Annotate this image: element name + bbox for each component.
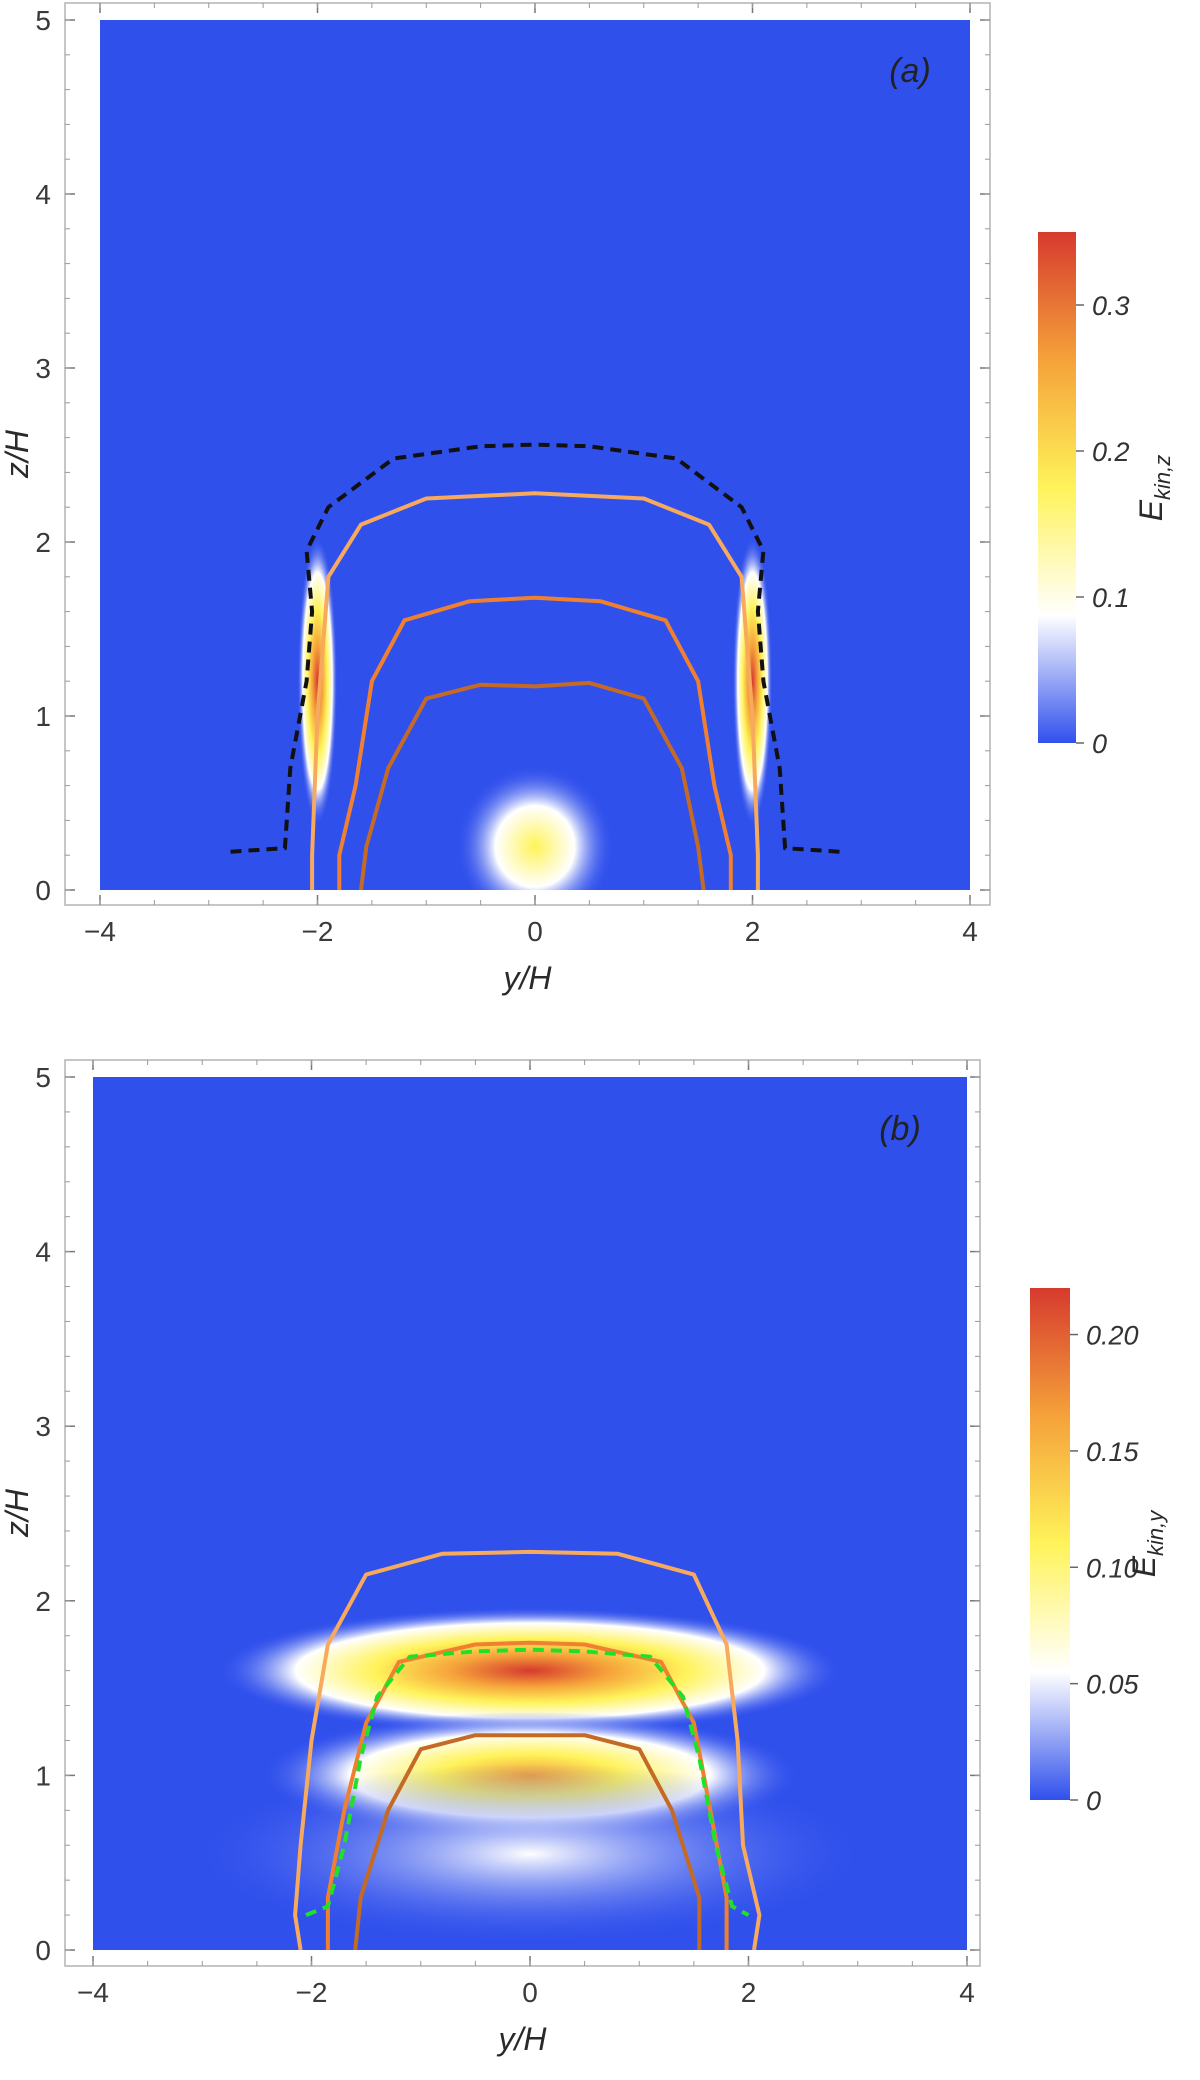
colorbar-title: Ekin,z <box>1133 455 1175 522</box>
heatmap-hotspot <box>732 536 773 826</box>
heatmap-hotspot <box>297 536 338 826</box>
heatmap-hotspot <box>455 765 615 890</box>
y-tick-label: 4 <box>35 179 51 210</box>
panel-a: −4 −2 0 2 4 0 1 2 3 4 5 y/H z/H (a) 0 0.1 0.2 0.3 Ekin,z <box>0 2 1175 996</box>
colorbar: 0 0.05 0.10 0.15 0.20 Ekin,y <box>1030 1288 1168 1816</box>
colorbar-gradient <box>1038 232 1076 743</box>
colorbar-tick-label: 0.20 <box>1086 1321 1139 1351</box>
y-tick-label: 4 <box>35 1237 51 1268</box>
y-tick-label: 1 <box>35 1760 51 1791</box>
colorbar: 0 0.1 0.2 0.3 Ekin,z <box>1038 232 1175 759</box>
heatmap-hotspot <box>217 1607 843 1735</box>
y-tick-label: 5 <box>35 5 51 36</box>
x-tick-label: 2 <box>741 1977 757 2008</box>
y-axis-title: z/H <box>0 1488 35 1538</box>
x-tick-label: 0 <box>527 916 543 947</box>
y-tick-label: 0 <box>35 875 51 906</box>
x-tick-label: 0 <box>522 1977 538 2008</box>
x-tick-label: −4 <box>84 916 116 947</box>
y-tick-label: 3 <box>35 1411 51 1442</box>
y-axis-title: z/H <box>0 429 35 479</box>
x-axis-title: y/H <box>502 960 553 996</box>
x-tick-label: −4 <box>77 1977 109 2008</box>
contour-line-middle <box>325 1640 729 1950</box>
y-tick-label: 0 <box>35 1935 51 1966</box>
colorbar-tick-label: 0.3 <box>1092 291 1130 321</box>
colorbar-tick-label: 0 <box>1092 729 1107 759</box>
x-tick-label: 4 <box>962 916 978 947</box>
panel-label: (b) <box>879 1110 921 1148</box>
y-tick-label: 3 <box>35 353 51 384</box>
colorbar-tick-label: 0.10 <box>1086 1553 1139 1583</box>
x-axis-title: y/H <box>497 2021 548 2057</box>
heatmap-features <box>230 442 840 890</box>
x-tick-label: −2 <box>296 1977 328 2008</box>
contour-line-outer <box>310 491 760 890</box>
contour-line-black-dashed <box>230 442 840 854</box>
y-tick-label: 2 <box>35 1586 51 1617</box>
colorbar-tick-label: 0.2 <box>1092 437 1130 467</box>
y-tick-label: 2 <box>35 527 51 558</box>
panel-label: (a) <box>889 52 931 90</box>
panel-b: −4 −2 0 2 4 0 1 2 3 4 5 y/H z/H (b) 0 0.05 0.10 0.15 0.20 E… <box>0 1059 1168 2057</box>
heatmap-background <box>100 20 970 890</box>
contour-line-inner <box>353 1733 702 1950</box>
contour-line-outer <box>293 1549 762 1950</box>
colorbar-tick-label: 0 <box>1086 1786 1101 1816</box>
colorbar-tick-label: 0.1 <box>1092 583 1130 613</box>
colorbar-title-subscript: kin,y <box>1143 1509 1168 1556</box>
contour-line-middle <box>337 595 733 890</box>
y-tick-label: 5 <box>35 1062 51 1093</box>
x-tick-label: 2 <box>745 916 761 947</box>
heatmap-features <box>189 1549 871 1950</box>
colorbar-tick-label: 0.05 <box>1086 1670 1140 1700</box>
x-tick-label: −2 <box>302 916 334 947</box>
heatmap-hotspot <box>189 1763 871 1945</box>
contour-line-green-dashed <box>305 1647 750 1917</box>
x-tick-label: 4 <box>959 1977 975 2008</box>
y-tick-label: 1 <box>35 701 51 732</box>
colorbar-title: Ekin,y <box>1126 1509 1168 1578</box>
colorbar-title-subscript: kin,z <box>1150 455 1175 500</box>
colorbar-gradient <box>1030 1288 1070 1800</box>
plot-frame <box>64 2 991 906</box>
contour-line-inner <box>359 680 706 890</box>
plot-frame <box>64 1059 981 1967</box>
colorbar-tick-label: 0.15 <box>1086 1437 1140 1467</box>
